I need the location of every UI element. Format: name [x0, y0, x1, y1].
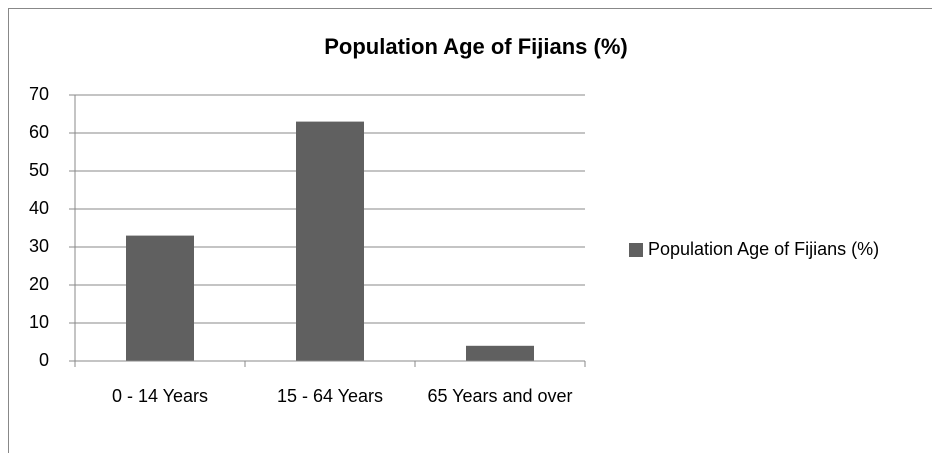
- y-tick-label: 20: [29, 274, 49, 294]
- x-tick-label: 0 - 14 Years: [111, 386, 209, 406]
- y-tick-label: 70: [29, 84, 49, 104]
- y-tick-label: 40: [29, 198, 49, 218]
- y-tick-label: 10: [29, 312, 49, 332]
- x-tick-label: 65 Years and over: [427, 386, 573, 406]
- chart-title: Population Age of Fijians (%): [324, 34, 628, 59]
- legend-label: Population Age of Fijians (%): [648, 239, 880, 259]
- y-tick-label: 0: [39, 350, 49, 370]
- x-tick-label: 15 - 64 Years: [276, 386, 384, 406]
- bar: [126, 235, 194, 361]
- y-tick-label: 60: [29, 122, 49, 142]
- chart-border: [8, 8, 932, 453]
- bar: [296, 121, 364, 361]
- bar: [466, 345, 534, 361]
- y-tick-label: 30: [29, 236, 49, 256]
- y-tick-label: 50: [29, 160, 49, 180]
- legend-swatch: [629, 243, 643, 257]
